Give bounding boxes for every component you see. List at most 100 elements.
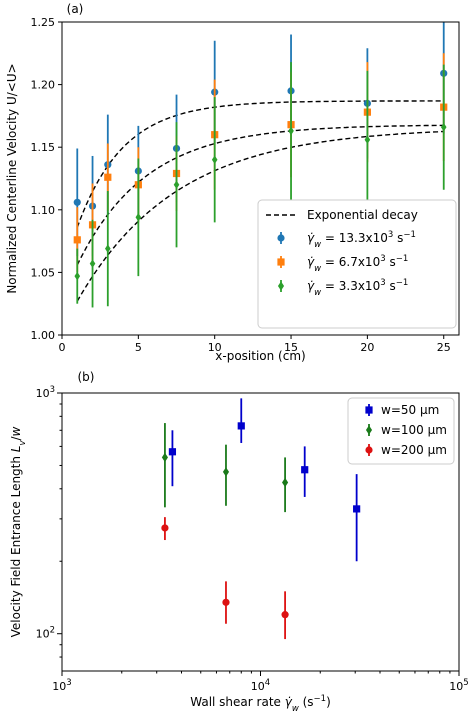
data-point — [288, 126, 294, 136]
legend-label-part: s — [393, 231, 403, 245]
y-tick-label: 1.20 — [31, 79, 56, 92]
legend-label: w=50 μm — [381, 403, 439, 417]
legend-marker — [277, 258, 285, 266]
panel-a-label: (a) — [67, 2, 84, 16]
legend-label: w=200 μm — [381, 443, 447, 457]
data-point — [364, 135, 371, 144]
legend-box — [347, 397, 455, 465]
data-point — [440, 122, 447, 132]
data-point — [222, 467, 230, 477]
legend-label-part: = 13.3x10 — [321, 231, 388, 245]
data-point — [173, 180, 180, 190]
y-tick-label: 1.00 — [31, 329, 56, 342]
x-tick-label: 103 — [52, 678, 71, 693]
data-point — [161, 452, 168, 463]
y-axis-label: Velocity Field Entrance Length Lv/w — [9, 426, 28, 637]
y-tick-label: 1.15 — [31, 141, 56, 154]
legend-label-part: = 6.7x10 — [321, 255, 380, 269]
legend-label-part: w — [314, 264, 321, 274]
x-tick-label-part: 5 — [463, 678, 468, 688]
y-axis-label-part: L — [9, 446, 23, 453]
x-tick-label: 0 — [59, 341, 66, 354]
legend-label-part: γ̇ — [307, 255, 315, 269]
data-point — [73, 198, 81, 206]
data-point — [105, 244, 111, 253]
x-tick-label: 20 — [360, 341, 374, 354]
data-point — [73, 236, 81, 244]
y-tick-label: 103 — [36, 385, 55, 400]
legend-label-part: w — [314, 288, 321, 298]
series-b-1 — [168, 398, 361, 562]
y-tick-label: 102 — [36, 626, 55, 641]
y-axis-label-part: w — [9, 426, 23, 436]
y-tick-label: 1.25 — [31, 16, 56, 29]
x-tick-label: 10 — [208, 341, 222, 354]
legend-label-part: 3 — [380, 254, 385, 264]
legend-label-part: −1 — [403, 230, 416, 240]
legend-label-part: = 3.3x10 — [321, 279, 380, 293]
legend-marker — [365, 446, 373, 454]
x-axis-label-part: γ̇ — [285, 695, 293, 709]
data-point — [104, 173, 112, 181]
legend-label-part: w — [314, 240, 321, 250]
y-axis-label: Normalized Centerline Velocity U/<U> — [5, 63, 19, 293]
data-point — [161, 524, 169, 532]
legend-label: w=100 μm — [381, 423, 447, 437]
series-3 — [74, 62, 447, 308]
legend-label-part: 3 — [380, 278, 385, 288]
legend-label-part: s — [386, 255, 396, 269]
x-axis-label-part: (s — [299, 695, 314, 709]
x-tick-label: 104 — [251, 678, 270, 693]
data-point — [281, 611, 289, 619]
x-tick-label: 25 — [437, 341, 451, 354]
y-axis-label-part: v — [18, 440, 28, 446]
y-axis-label-part: Velocity Field Entrance Length — [9, 452, 23, 637]
y-tick-label-part: 3 — [50, 385, 55, 395]
x-tick-label-part: 3 — [66, 678, 71, 688]
legend-b: w=50 μm w=100 μm w=200 μm — [347, 397, 455, 465]
y-tick-label-part: 10 — [36, 628, 50, 641]
data-point — [222, 598, 230, 606]
legend-marker — [277, 281, 285, 291]
y-tick-label-part: 2 — [50, 626, 55, 636]
legend-label-part: s — [386, 279, 396, 293]
series-b-3 — [161, 517, 289, 640]
data-point — [237, 422, 245, 430]
data-point — [211, 155, 218, 165]
legend-label: γ̇w = 6.7x103 s−1 — [307, 254, 408, 274]
legend-fit-label: Exponential decay — [307, 208, 418, 222]
y-tick-label-part: 10 — [36, 387, 50, 400]
y-tick-label: 1.05 — [31, 266, 56, 279]
data-point — [89, 259, 96, 268]
data-point — [168, 448, 177, 456]
x-tick-label-part: 10 — [449, 680, 463, 693]
legend-label-part: −1 — [396, 278, 409, 288]
panel-b-label: (b) — [78, 370, 95, 384]
legend-label-part: 3 — [388, 230, 393, 240]
legend-label-part: γ̇ — [307, 231, 315, 245]
series-b-2 — [161, 423, 289, 513]
x-tick-label-part: 10 — [52, 680, 66, 693]
legend-label-part: −1 — [396, 254, 409, 264]
legend-label: γ̇w = 3.3x103 s−1 — [307, 278, 408, 298]
plot-frame — [61, 21, 460, 336]
data-point — [74, 271, 81, 281]
legend-box — [257, 199, 457, 329]
x-tick-label: 15 — [284, 341, 298, 354]
x-axis-label: Wall shear rate γ̇w (s−1) — [190, 694, 331, 711]
x-tick-label: 105 — [449, 678, 468, 693]
legend-label-part: γ̇ — [307, 279, 315, 293]
data-point — [301, 466, 309, 474]
legend-marker — [277, 234, 285, 242]
x-axis-label: x-position (cm) — [215, 349, 305, 363]
data-point — [135, 213, 142, 222]
x-axis-label-part: −1 — [314, 694, 327, 704]
x-tick-label-part: 4 — [265, 678, 270, 688]
legend-marker — [365, 425, 373, 435]
data-point — [282, 477, 289, 488]
data-point — [353, 505, 361, 513]
y-tick-label: 1.10 — [31, 204, 56, 217]
fit-curve — [76, 124, 444, 266]
